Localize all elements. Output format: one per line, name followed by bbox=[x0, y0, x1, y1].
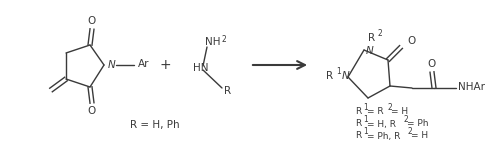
Text: R: R bbox=[355, 132, 361, 140]
Text: N: N bbox=[342, 71, 350, 81]
Text: 1: 1 bbox=[363, 116, 368, 125]
Text: R: R bbox=[326, 71, 333, 81]
Text: N: N bbox=[366, 46, 374, 56]
Text: R = H, Ph: R = H, Ph bbox=[130, 120, 180, 130]
Text: 2: 2 bbox=[403, 116, 408, 125]
Text: R: R bbox=[224, 86, 231, 96]
Text: Ar: Ar bbox=[138, 59, 149, 69]
Text: O: O bbox=[88, 106, 96, 116]
Text: HN: HN bbox=[193, 63, 208, 73]
Text: 2: 2 bbox=[387, 104, 392, 112]
Text: = Ph, R: = Ph, R bbox=[367, 132, 400, 140]
Text: 1: 1 bbox=[336, 68, 341, 76]
Text: 2: 2 bbox=[407, 127, 412, 137]
Text: = H: = H bbox=[391, 108, 408, 116]
Text: N: N bbox=[108, 60, 116, 70]
Text: = H, R: = H, R bbox=[367, 120, 396, 128]
Text: = H: = H bbox=[411, 132, 428, 140]
Text: O: O bbox=[88, 16, 96, 26]
Text: +: + bbox=[159, 58, 171, 72]
Text: NH: NH bbox=[205, 37, 220, 47]
Text: = R: = R bbox=[367, 108, 384, 116]
Text: NHAr: NHAr bbox=[458, 82, 485, 92]
Text: R: R bbox=[368, 33, 375, 43]
Text: = Ph: = Ph bbox=[407, 120, 428, 128]
Text: 1: 1 bbox=[363, 104, 368, 112]
Text: 2: 2 bbox=[378, 29, 383, 39]
Text: O: O bbox=[407, 36, 415, 46]
Text: 2: 2 bbox=[221, 35, 226, 44]
Text: 1: 1 bbox=[363, 127, 368, 137]
Text: R: R bbox=[355, 108, 361, 116]
Text: O: O bbox=[428, 59, 436, 69]
Text: R: R bbox=[355, 120, 361, 128]
